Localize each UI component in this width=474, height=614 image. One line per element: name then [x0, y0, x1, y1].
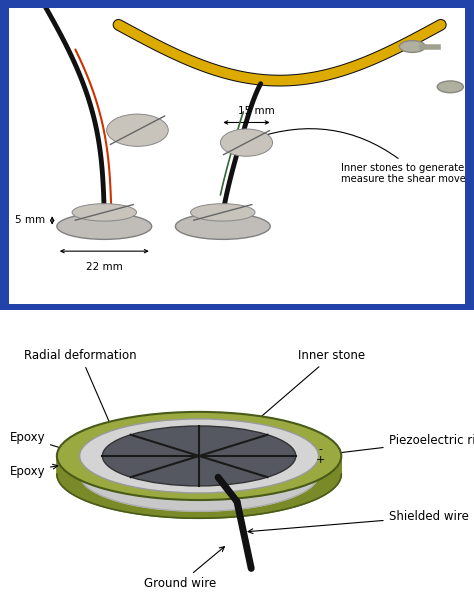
Ellipse shape [102, 426, 296, 486]
Ellipse shape [220, 129, 273, 157]
Ellipse shape [175, 213, 270, 239]
Bar [0, 0, 474, 8]
Text: -: - [319, 445, 323, 454]
Text: 22 mm: 22 mm [86, 262, 123, 272]
Bar [465, 0, 474, 310]
Bar [0, 0, 9, 310]
Text: Epoxy: Epoxy [9, 464, 58, 478]
Text: Shielded wire: Shielded wire [248, 510, 469, 534]
Ellipse shape [399, 41, 426, 52]
Text: Piezoelectric ring: Piezoelectric ring [329, 434, 474, 456]
Text: 5 mm: 5 mm [15, 215, 45, 225]
Text: 15 mm: 15 mm [237, 106, 274, 116]
Ellipse shape [57, 213, 152, 239]
Polygon shape [80, 456, 319, 511]
Ellipse shape [80, 419, 319, 493]
Ellipse shape [107, 114, 168, 146]
Text: Ground wire: Ground wire [144, 546, 224, 590]
Ellipse shape [57, 412, 341, 500]
Text: Epoxy: Epoxy [9, 431, 73, 453]
Text: Radial deformation: Radial deformation [24, 349, 137, 436]
Ellipse shape [72, 204, 137, 221]
Bar [0, 304, 474, 310]
Ellipse shape [191, 204, 255, 221]
Polygon shape [57, 456, 341, 518]
Text: +: + [316, 454, 326, 465]
Text: Inner stone: Inner stone [236, 349, 365, 438]
Text: Inner stones to generate and
measure the shear movement: Inner stones to generate and measure the… [255, 129, 474, 184]
Ellipse shape [437, 81, 464, 93]
